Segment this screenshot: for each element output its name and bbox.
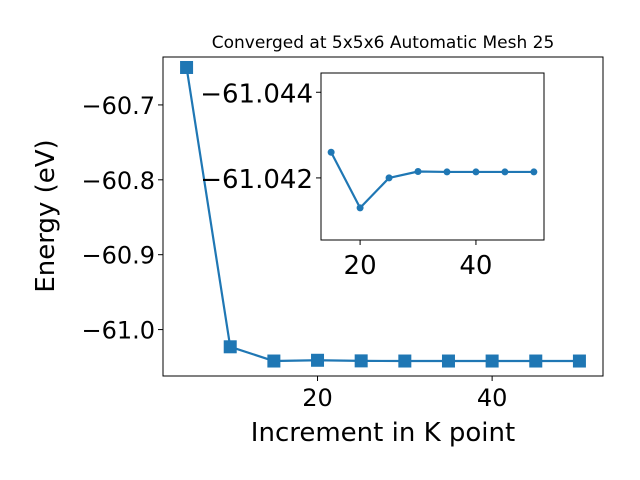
main-data-point — [354, 354, 368, 368]
chart-title: Converged at 5x5x6 Automatic Mesh 25 — [212, 33, 555, 53]
main-data-point — [180, 60, 194, 74]
inset-data-point — [414, 167, 422, 175]
inset-x-tick-label: 40 — [459, 251, 492, 281]
main-y-tick-label: −61.0 — [81, 317, 155, 345]
main-y-tick-label: −60.9 — [81, 242, 155, 270]
main-data-point — [267, 354, 281, 368]
main-data-point — [529, 354, 543, 368]
inset-data-point — [501, 168, 509, 176]
inset-x-tick-label: 20 — [344, 251, 377, 281]
main-data-point — [485, 354, 499, 368]
inset-series-line — [330, 151, 534, 209]
main-y-tick-label: −60.8 — [81, 167, 155, 195]
inset-y-tick-label: −61.042 — [200, 165, 313, 195]
main-y-tick-label: −60.7 — [81, 92, 155, 120]
main-frame — [162, 56, 604, 377]
x-axis-label: Increment in K point — [251, 418, 515, 448]
main-x-tick-label: 20 — [302, 384, 333, 412]
main-data-point — [311, 353, 325, 367]
main-series-line — [185, 67, 580, 363]
main-plot-area: 20 40 −60.7 −60.8 −60.9 −61.0 — [81, 56, 604, 412]
main-x-tick-label: 40 — [477, 384, 508, 412]
inset-y-tick-label: −61.044 — [200, 79, 313, 109]
y-axis-label: Energy (eV) — [31, 139, 61, 292]
inset-data-point — [356, 204, 364, 212]
main-data-point — [398, 354, 412, 368]
inset-frame — [320, 72, 545, 241]
main-data-point — [441, 354, 455, 368]
main-data-point — [223, 340, 237, 354]
inset-data-point — [472, 168, 480, 176]
inset-data-point — [385, 174, 393, 182]
inset-plot-area: 20 40 −61.044 −61.042 — [200, 72, 545, 281]
inset-data-point — [443, 168, 451, 176]
inset-data-point — [327, 148, 335, 156]
inset-data-point — [530, 168, 538, 176]
main-data-point — [572, 354, 586, 368]
